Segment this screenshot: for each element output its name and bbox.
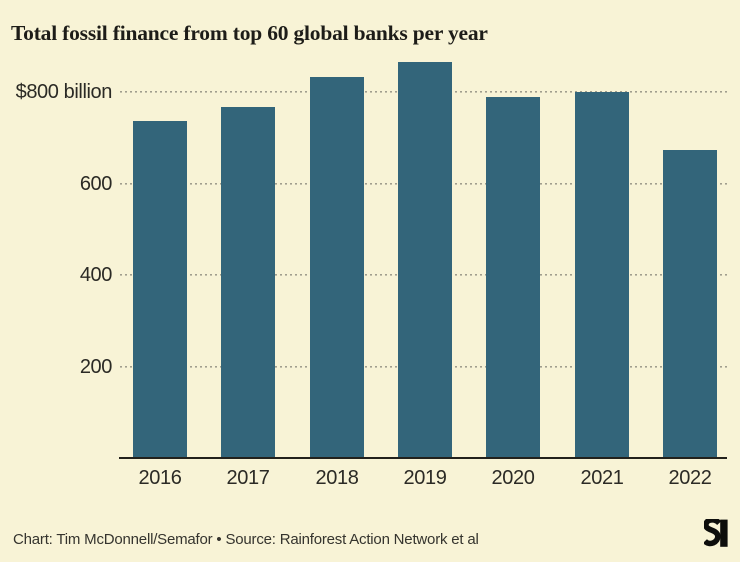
- bar-2017: [221, 106, 275, 458]
- y-tick-label-800: $800 billion: [15, 81, 113, 104]
- y-tick-label-400: 400: [79, 264, 113, 287]
- y-tick-label-600: 600: [79, 172, 113, 195]
- x-tick-label-2018: 2018: [315, 467, 359, 489]
- x-axis-line: [119, 457, 727, 459]
- x-tick-label-2020: 2020: [491, 467, 535, 489]
- bar-2021: [575, 91, 629, 458]
- bar-2018: [310, 76, 364, 458]
- x-tick-label-2016: 2016: [138, 467, 182, 489]
- x-tick-label-2017: 2017: [226, 467, 270, 489]
- x-tick-label-2019: 2019: [403, 467, 447, 489]
- y-tick-label-200: 200: [79, 355, 113, 378]
- x-tick-label-2022: 2022: [668, 467, 712, 489]
- bar-2020: [486, 97, 540, 458]
- semafor-logo-icon: [704, 519, 728, 547]
- chart-title: Total fossil finance from top 60 global …: [11, 21, 488, 45]
- x-tick-label-2021: 2021: [580, 467, 624, 489]
- footer-credit: Chart: Tim McDonnell/Semafor • Source: R…: [13, 531, 479, 548]
- bar-2016: [133, 121, 187, 458]
- bar-2019: [398, 62, 452, 458]
- bar-2022: [663, 150, 717, 458]
